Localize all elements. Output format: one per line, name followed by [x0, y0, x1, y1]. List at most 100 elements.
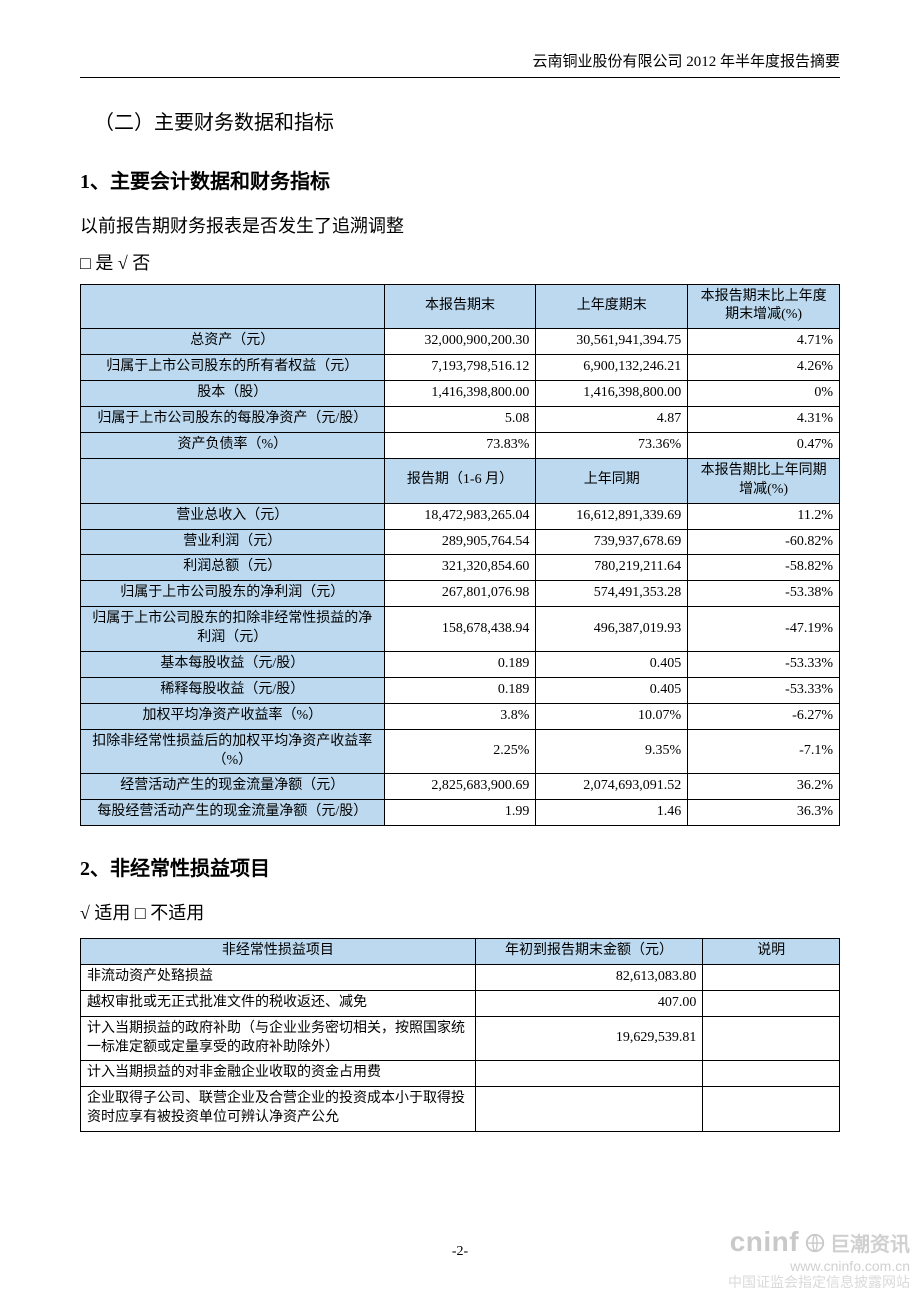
- row-val: 4.26%: [688, 355, 840, 381]
- row-label: 归属于上市公司股东的净利润（元）: [81, 581, 385, 607]
- watermark-url: www.cninfo.com.cn: [728, 1258, 910, 1274]
- row-val: -53.38%: [688, 581, 840, 607]
- financial-table-1: 本报告期末 上年度期末 本报告期末比上年度期末增减(%) 总资产（元） 32,0…: [80, 284, 840, 827]
- row-val: 1,416,398,800.00: [536, 381, 688, 407]
- row-val: 496,387,019.93: [536, 607, 688, 652]
- table-row: 越权审批或无正式批准文件的税收返还、减免 407.00: [81, 990, 840, 1016]
- table-row: 基本每股收益（元/股） 0.189 0.405 -53.33%: [81, 651, 840, 677]
- row-label: 营业总收入（元）: [81, 503, 385, 529]
- table-row: 营业总收入（元） 18,472,983,265.04 16,612,891,33…: [81, 503, 840, 529]
- financial-table-2: 非经常性损益项目 年初到报告期末金额（元） 说明 非流动资产处臵损益 82,61…: [80, 938, 840, 1132]
- row-val: -53.33%: [688, 677, 840, 703]
- row-val: 0.189: [384, 677, 536, 703]
- table-row: 企业取得子公司、联营企业及合营企业的投资成本小于取得投资时应享有被投资单位可辨认…: [81, 1087, 840, 1132]
- document-page: 云南铜业股份有限公司 2012 年半年度报告摘要 （二）主要财务数据和指标 1、…: [0, 0, 920, 1300]
- th-blank: [81, 458, 385, 503]
- th-change2: 本报告期比上年同期增减(%): [688, 458, 840, 503]
- row-label: 扣除非经常性损益后的加权平均净资产收益率（%）: [81, 729, 385, 774]
- row-val: 1.46: [536, 800, 688, 826]
- th-current: 本报告期末: [384, 284, 536, 329]
- th-amount: 年初到报告期末金额（元）: [475, 938, 703, 964]
- table-row: 报告期（1-6 月） 上年同期 本报告期比上年同期增减(%): [81, 458, 840, 503]
- table-row: 非流动资产处臵损益 82,613,083.80: [81, 964, 840, 990]
- row-label: 计入当期损益的对非金融企业收取的资金占用费: [81, 1061, 476, 1087]
- table-row: 稀释每股收益（元/股） 0.189 0.405 -53.33%: [81, 677, 840, 703]
- row-val: 1,416,398,800.00: [384, 381, 536, 407]
- row-label: 股本（股）: [81, 381, 385, 407]
- row-label: 稀释每股收益（元/股）: [81, 677, 385, 703]
- row-val: 16,612,891,339.69: [536, 503, 688, 529]
- row-note: [703, 1087, 840, 1132]
- row-label: 总资产（元）: [81, 329, 385, 355]
- row-val: 158,678,438.94: [384, 607, 536, 652]
- table-row: 归属于上市公司股东的每股净资产（元/股） 5.08 4.87 4.31%: [81, 407, 840, 433]
- row-label: 归属于上市公司股东的扣除非经常性损益的净利润（元）: [81, 607, 385, 652]
- row-label: 基本每股收益（元/股）: [81, 651, 385, 677]
- row-label: 非流动资产处臵损益: [81, 964, 476, 990]
- row-note: [703, 1061, 840, 1087]
- th-note: 说明: [703, 938, 840, 964]
- row-val: -6.27%: [688, 703, 840, 729]
- table-row: 总资产（元） 32,000,900,200.30 30,561,941,394.…: [81, 329, 840, 355]
- row-val: 5.08: [384, 407, 536, 433]
- th-period: 报告期（1-6 月）: [384, 458, 536, 503]
- row-val: [475, 1087, 703, 1132]
- row-val: 780,219,211.64: [536, 555, 688, 581]
- row-label: 每股经营活动产生的现金流量净额（元/股）: [81, 800, 385, 826]
- row-note: [703, 964, 840, 990]
- table-row: 利润总额（元） 321,320,854.60 780,219,211.64 -5…: [81, 555, 840, 581]
- row-label: 资产负债率（%）: [81, 432, 385, 458]
- th-blank: [81, 284, 385, 329]
- th-prev2: 上年同期: [536, 458, 688, 503]
- section-2-title: （二）主要财务数据和指标: [94, 106, 840, 135]
- row-label: 营业利润（元）: [81, 529, 385, 555]
- table-row: 归属于上市公司股东的净利润（元） 267,801,076.98 574,491,…: [81, 581, 840, 607]
- row-val: 4.31%: [688, 407, 840, 433]
- row-val: 4.71%: [688, 329, 840, 355]
- page-number: -2-: [0, 1244, 920, 1260]
- table-row: 归属于上市公司股东的所有者权益（元） 7,193,798,516.12 6,90…: [81, 355, 840, 381]
- row-val: 739,937,678.69: [536, 529, 688, 555]
- row-note: [703, 990, 840, 1016]
- row-val: 10.07%: [536, 703, 688, 729]
- row-val: 3.8%: [384, 703, 536, 729]
- row-label: 归属于上市公司股东的每股净资产（元/股）: [81, 407, 385, 433]
- row-val: 1.99: [384, 800, 536, 826]
- row-val: 82,613,083.80: [475, 964, 703, 990]
- row-val: 32,000,900,200.30: [384, 329, 536, 355]
- row-val: -53.33%: [688, 651, 840, 677]
- row-val: 2,074,693,091.52: [536, 774, 688, 800]
- table-row: 非经常性损益项目 年初到报告期末金额（元） 说明: [81, 938, 840, 964]
- table-row: 营业利润（元） 289,905,764.54 739,937,678.69 -6…: [81, 529, 840, 555]
- watermark-line2: 中国证监会指定信息披露网站: [728, 1274, 910, 1290]
- row-val: 30,561,941,394.75: [536, 329, 688, 355]
- row-val: -47.19%: [688, 607, 840, 652]
- row-val: 73.36%: [536, 432, 688, 458]
- row-label: 利润总额（元）: [81, 555, 385, 581]
- table-row: 归属于上市公司股东的扣除非经常性损益的净利润（元） 158,678,438.94…: [81, 607, 840, 652]
- row-val: [475, 1061, 703, 1087]
- row-val: 0.189: [384, 651, 536, 677]
- row-val: 0.405: [536, 651, 688, 677]
- retro-answer: □ 是 √ 否: [80, 249, 840, 278]
- table-row: 计入当期损益的对非金融企业收取的资金占用费: [81, 1061, 840, 1087]
- row-val: 73.83%: [384, 432, 536, 458]
- row-val: 407.00: [475, 990, 703, 1016]
- page-header: 云南铜业股份有限公司 2012 年半年度报告摘要: [80, 50, 840, 78]
- th-prev: 上年度期末: [536, 284, 688, 329]
- row-label: 归属于上市公司股东的所有者权益（元）: [81, 355, 385, 381]
- row-val: 289,905,764.54: [384, 529, 536, 555]
- row-val: 0%: [688, 381, 840, 407]
- table-row: 计入当期损益的政府补助（与企业业务密切相关，按照国家统一标准定额或定量享受的政府…: [81, 1016, 840, 1061]
- retro-question: 以前报告期财务报表是否发生了追溯调整: [80, 212, 840, 241]
- row-label: 经营活动产生的现金流量净额（元）: [81, 774, 385, 800]
- row-val: 7,193,798,516.12: [384, 355, 536, 381]
- table-row: 扣除非经常性损益后的加权平均净资产收益率（%） 2.25% 9.35% -7.1…: [81, 729, 840, 774]
- row-val: 0.47%: [688, 432, 840, 458]
- row-val: 4.87: [536, 407, 688, 433]
- row-val: 321,320,854.60: [384, 555, 536, 581]
- row-val: 2,825,683,900.69: [384, 774, 536, 800]
- row-val: 18,472,983,265.04: [384, 503, 536, 529]
- row-val: -58.82%: [688, 555, 840, 581]
- row-val: 2.25%: [384, 729, 536, 774]
